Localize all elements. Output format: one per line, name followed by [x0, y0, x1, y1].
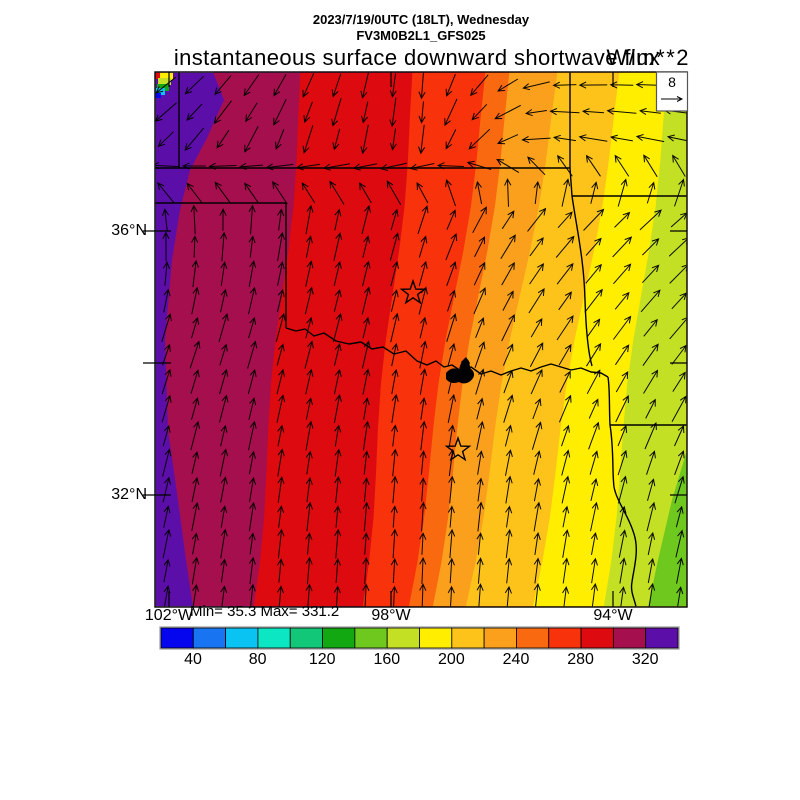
- reference-vector-value: 8: [668, 74, 676, 90]
- colorbar-tick-label: 120: [308, 651, 336, 668]
- border-segment-5: [571, 195, 593, 367]
- flux-color-bands: [155, 72, 687, 607]
- header-model-id: FV3M0B2L1_GFS025: [356, 28, 486, 43]
- axis-ticks: [143, 72, 687, 607]
- colorbar-cell: [257, 627, 291, 649]
- star-marker-0: [399, 278, 427, 305]
- flux-band-140-160: [648, 452, 687, 607]
- colorbar-cell: [483, 627, 517, 649]
- colorbar-tick-label: 240: [502, 651, 530, 668]
- reference-arrow-icon: [661, 96, 684, 102]
- colorbar-tick-label: 200: [438, 651, 465, 668]
- header-datetime: 2023/7/19/0UTC (18LT), Wednesday: [312, 12, 530, 27]
- reference-vector-box: [655, 71, 689, 112]
- colorbar-tick-label: 160: [373, 651, 401, 668]
- wind-vectors-layer: [155, 72, 687, 607]
- lon-label-102w: 102°W: [144, 607, 194, 624]
- colorbar-cell: [386, 627, 420, 649]
- colorbar-cell: [580, 627, 614, 649]
- colorbar-cell: [548, 627, 582, 649]
- plot-units-label: W/m**2: [606, 45, 690, 70]
- border-segment-8: [285, 327, 609, 378]
- colorbar-cell: [354, 627, 388, 649]
- colorbar-cell: [645, 627, 679, 649]
- colorbar-cell: [612, 627, 647, 649]
- border-segment-11: [609, 424, 637, 607]
- state-borders: [155, 72, 687, 607]
- lon-label-94w: 94°W: [593, 607, 633, 624]
- colorbar-cell: [225, 627, 259, 649]
- flux-band-160-180: [603, 72, 687, 607]
- colorbar-cell: [516, 627, 550, 649]
- star-marker-1: [444, 435, 472, 462]
- map-frame: [154, 71, 688, 608]
- colorbar-tick-label: 320: [631, 651, 659, 668]
- colorbar-cell: [192, 627, 227, 649]
- colorbar-cell: [289, 627, 323, 649]
- plot-title: instantaneous surface downward shortwave…: [173, 45, 661, 70]
- colorbar-tick-label: 280: [567, 651, 594, 668]
- lat-label-32n: 32°N: [111, 486, 147, 503]
- colorbar-tick-label: 40: [184, 651, 202, 668]
- map-layers: [155, 72, 687, 607]
- lake-shape-hook: [461, 357, 470, 370]
- colorbar-cell: [419, 627, 453, 649]
- colorbar-cell: [322, 627, 356, 649]
- lat-label-36n: 36°N: [111, 222, 147, 239]
- colorbar-tick-label: 80: [248, 651, 267, 668]
- colorbar-cell: [160, 627, 194, 649]
- lon-label-98w: 98°W: [371, 607, 411, 624]
- colorbar: [159, 626, 680, 650]
- min-max-stats: Min= 35.3 Max= 331.2: [190, 603, 340, 620]
- border-segment-9: [607, 376, 611, 426]
- colorbar-cell: [451, 627, 485, 649]
